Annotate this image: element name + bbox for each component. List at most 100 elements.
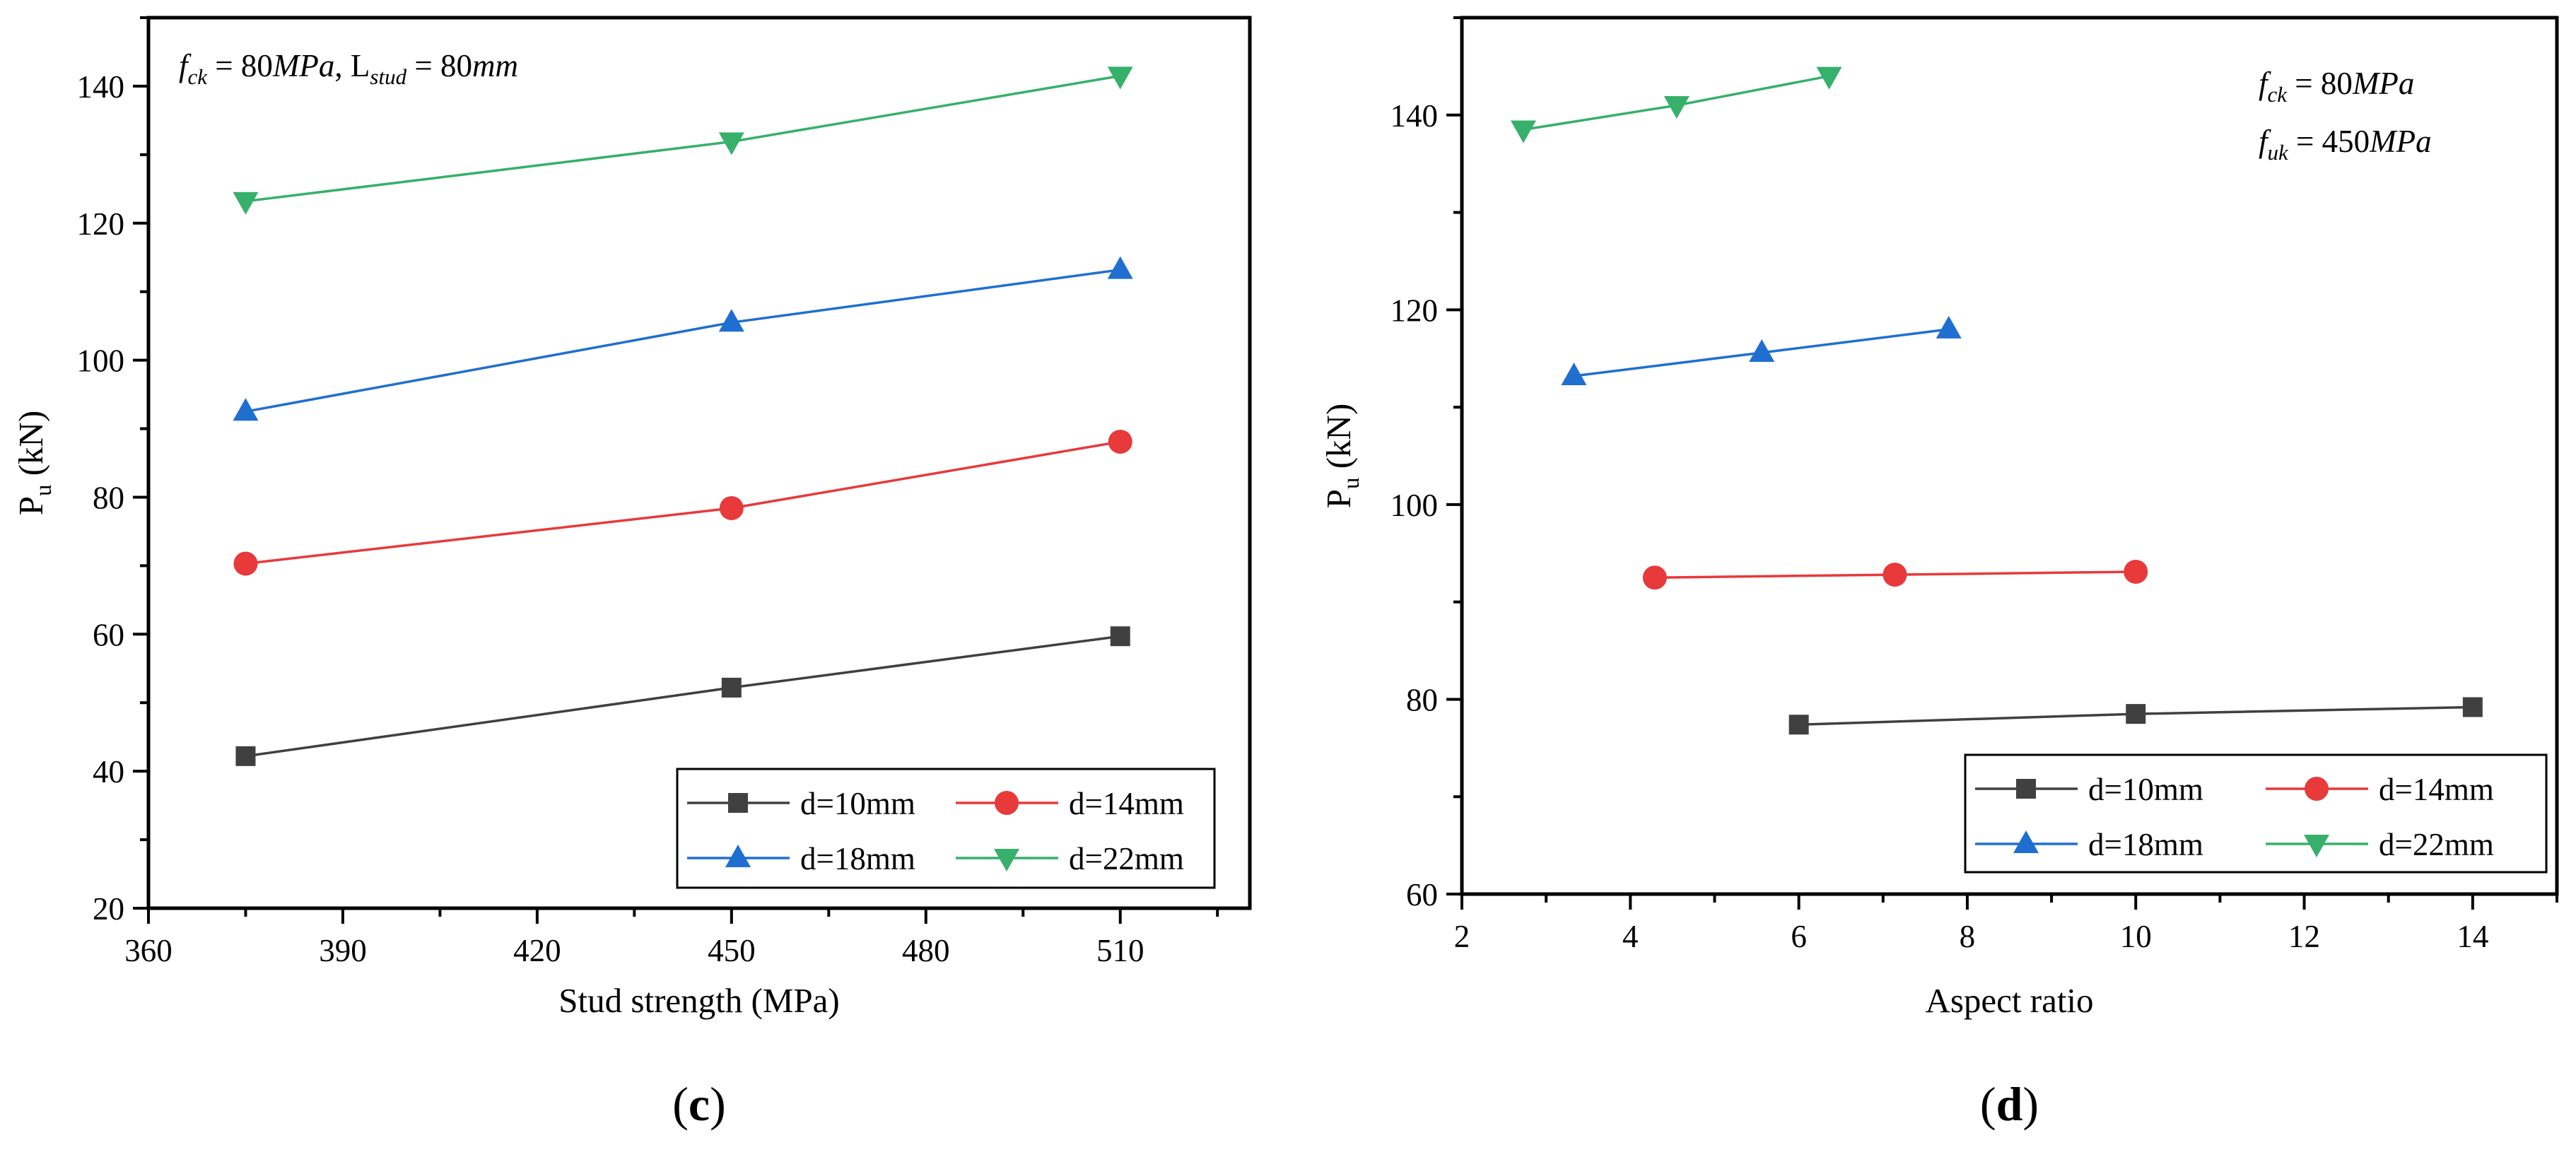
data-point: [721, 677, 742, 698]
data-point: [1749, 339, 1775, 362]
series-d=14mm: [1642, 559, 2148, 590]
panel-label-d: (d): [1980, 1077, 2039, 1131]
legend-item: d=10mm: [1975, 772, 2203, 807]
legend-label: d=14mm: [1069, 786, 1184, 821]
chart-panel-d: 2 4 6 8 10 12 14 60 80 100 120 140 fck = 80MPa fuk …: [1319, 16, 2559, 1131]
legend-label: d=22mm: [2379, 827, 2494, 862]
legend-frame: [676, 768, 1216, 889]
y-tick-label: 60: [1406, 877, 1438, 912]
x-tick-label: 480: [902, 933, 950, 968]
x-tick-label: 360: [124, 933, 172, 968]
data-point: [233, 551, 258, 576]
x-tick-label: 2: [1454, 919, 1470, 954]
legend-item: d=18mm: [687, 841, 915, 876]
data-point: [1788, 715, 1809, 735]
legend-item: d=22mm: [956, 841, 1184, 876]
legend-marker: [728, 793, 748, 813]
y-tick-label: 60: [93, 617, 124, 652]
legend-item: d=18mm: [1975, 827, 2203, 862]
plot-frame: [1460, 16, 2559, 896]
x-tick-label: 450: [708, 933, 756, 968]
x-axis-title: Stud strength (MPa): [558, 981, 839, 1020]
y-axis-title: Pu (kN): [11, 411, 57, 516]
y-tick-label: 140: [1391, 98, 1439, 134]
legend-item: d=22mm: [2266, 827, 2494, 862]
data-point: [235, 746, 256, 766]
legend: d=10mm d=14mm d=18mm d=22mm: [1964, 753, 2548, 874]
series-d=10mm: [1788, 697, 2483, 735]
data-point: [1936, 315, 1962, 339]
series-d=18mm: [1561, 315, 1962, 386]
series-line: [245, 635, 1120, 758]
legend-label: d=10mm: [800, 786, 915, 821]
y-axis-ticks: 20 40 60 80 100 120 140: [77, 16, 148, 927]
legend-marker: [2304, 835, 2329, 857]
data-point: [1561, 363, 1587, 386]
y-tick-label: 100: [1391, 488, 1439, 523]
y-tick-label: 80: [1406, 682, 1438, 717]
data-point: [1663, 96, 1690, 119]
data-series: [1510, 66, 2483, 735]
legend: d=10mm d=14mm d=18mm d=22mm: [676, 768, 1216, 889]
legend-label: d=14mm: [2379, 772, 2494, 807]
legend-marker: [2305, 777, 2329, 801]
series-d=22mm: [1510, 66, 1842, 143]
data-point: [718, 132, 744, 155]
y-tick-label: 120: [77, 206, 125, 242]
x-tick-label: 8: [1960, 919, 1976, 954]
series-d=18mm: [233, 256, 1133, 421]
legend-marker: [995, 791, 1019, 815]
y-tick-label: 120: [1391, 293, 1439, 328]
y-tick-label: 40: [93, 754, 124, 789]
series-d=10mm: [235, 626, 1130, 766]
y-tick-label: 80: [93, 480, 124, 515]
y-axis-ticks: 60 80 100 120 140: [1391, 16, 1462, 912]
legend-marker: [2013, 830, 2039, 853]
x-tick-label: 510: [1096, 933, 1144, 968]
data-point: [233, 192, 259, 215]
legend-item: d=10mm: [687, 786, 915, 821]
y-tick-label: 140: [77, 69, 125, 105]
data-point: [2126, 704, 2146, 724]
parameter-annotation: fck = 80MPa, Lstud = 80mm: [179, 48, 518, 89]
data-point: [718, 309, 744, 332]
legend-marker: [725, 845, 751, 867]
x-tick-label: 12: [2288, 919, 2320, 954]
x-axis-ticks: 360 390 420 450 480 510: [124, 908, 1219, 968]
annotation-line: fck = 80MPa: [2259, 66, 2414, 107]
legend-item: d=14mm: [2266, 772, 2494, 807]
data-point: [2124, 559, 2148, 584]
x-tick-label: 420: [513, 933, 561, 968]
x-tick-label: 390: [319, 933, 367, 968]
legend-item: d=14mm: [956, 786, 1184, 821]
data-point: [1510, 120, 1536, 143]
legend-label: d=10mm: [2088, 772, 2203, 807]
y-tick-label: 100: [77, 343, 125, 379]
data-point: [1107, 256, 1133, 279]
legend-label: d=18mm: [800, 841, 915, 876]
legend-frame: [1964, 753, 2548, 874]
series-line: [245, 74, 1120, 203]
data-point: [719, 495, 744, 520]
data-point: [233, 398, 259, 421]
x-axis-title: Aspect ratio: [1925, 981, 2093, 1020]
annotation-line: fuk = 450MPa: [2259, 124, 2432, 165]
plot-frame: [146, 16, 1252, 910]
series-d=22mm: [233, 66, 1133, 215]
legend-label: d=22mm: [1069, 841, 1184, 876]
x-tick-label: 10: [2120, 919, 2152, 954]
data-point: [1883, 563, 1907, 587]
x-axis-ticks: 2 4 6 8 10 12 14: [1454, 894, 2558, 954]
data-point: [1108, 429, 1132, 454]
series-line: [245, 268, 1120, 413]
y-tick-label: 20: [93, 891, 124, 927]
x-tick-label: 6: [1791, 919, 1807, 954]
data-point: [1816, 66, 1842, 90]
data-point: [1642, 565, 1667, 590]
series-line: [245, 440, 1121, 565]
data-point: [1110, 626, 1130, 647]
data-point: [1107, 66, 1133, 90]
y-axis-title: Pu (kN): [1319, 404, 1364, 509]
x-tick-label: 4: [1622, 919, 1639, 954]
